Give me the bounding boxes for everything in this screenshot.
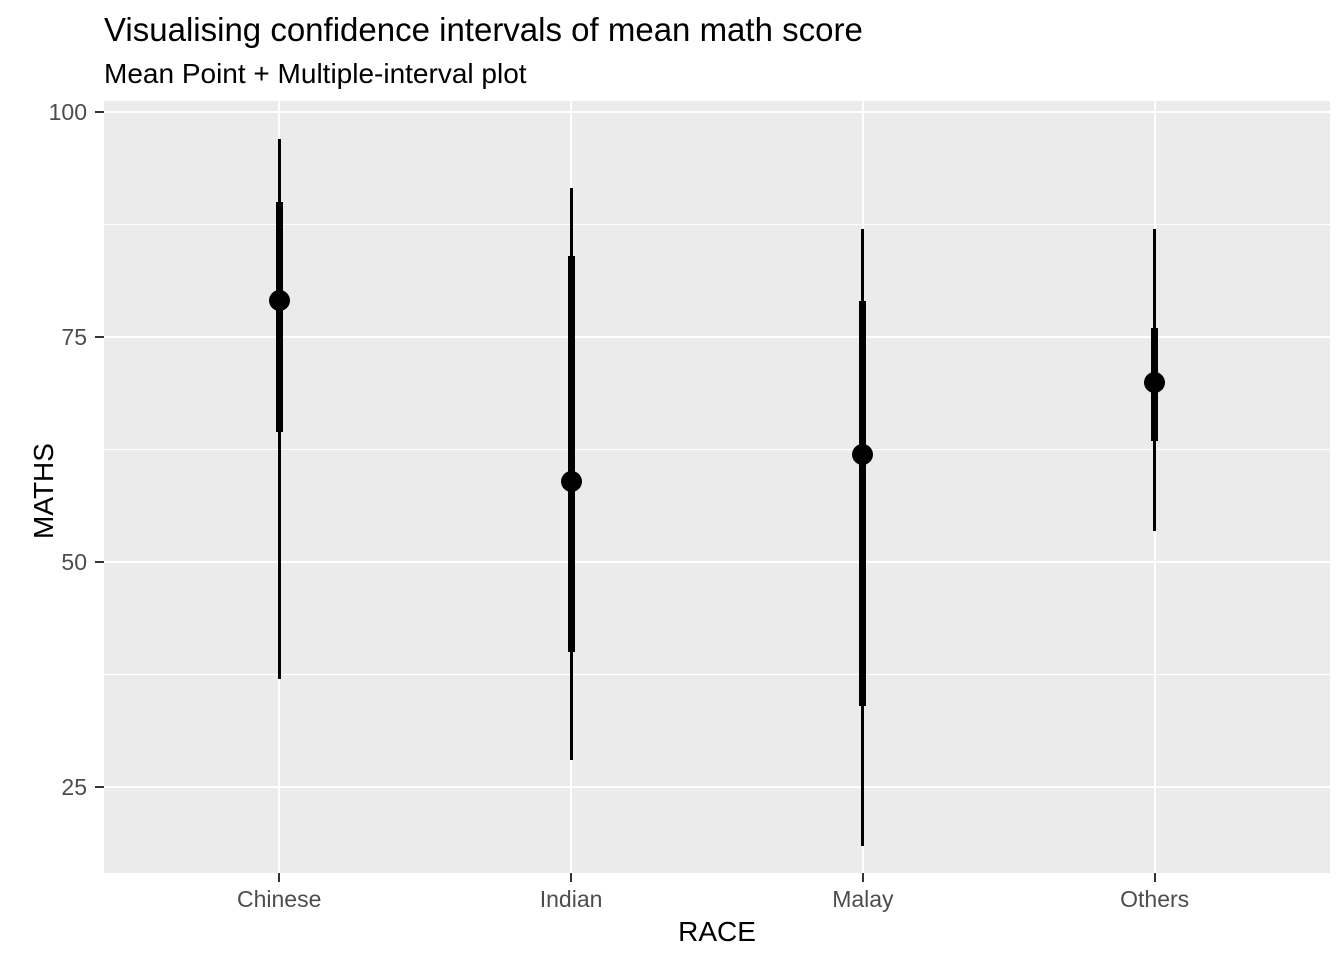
interval-thick-indian xyxy=(567,255,575,653)
gridline-minor-37-5 xyxy=(104,674,1330,676)
gridline-minor-87-5 xyxy=(104,223,1330,225)
mean-point-chinese xyxy=(268,290,290,312)
gridline-major-50 xyxy=(104,561,1330,564)
x-tick-mark-chinese xyxy=(278,873,281,882)
plot-panel xyxy=(104,101,1330,873)
chart-subtitle: Mean Point + Multiple-interval plot xyxy=(104,58,527,89)
gridline-minor-62-5 xyxy=(104,449,1330,451)
x-tick-label-malay: Malay xyxy=(832,886,894,912)
interval-thick-chinese xyxy=(275,201,283,432)
y-tick-label-50: 50 xyxy=(61,549,87,576)
x-tick-mark-malay xyxy=(861,873,864,882)
x-tick-mark-others xyxy=(1153,873,1156,882)
y-axis-title: MATHS xyxy=(28,443,59,539)
y-tick-mark-50 xyxy=(95,561,104,564)
x-tick-mark-indian xyxy=(570,873,573,882)
y-tick-label-25: 25 xyxy=(61,774,87,801)
y-tick-mark-25 xyxy=(95,786,104,789)
y-tick-mark-75 xyxy=(95,336,104,338)
y-tick-label-75: 75 xyxy=(61,324,87,350)
interval-thick-malay xyxy=(859,300,867,707)
mean-point-malay xyxy=(852,443,874,465)
chart-title: Visualising confidence intervals of mean… xyxy=(104,11,863,48)
x-tick-label-others: Others xyxy=(1120,886,1190,912)
gridline-major-25 xyxy=(104,786,1330,789)
x-tick-label-indian: Indian xyxy=(539,886,603,912)
gridline-major-75 xyxy=(104,336,1330,338)
x-axis-title: RACE xyxy=(678,916,756,947)
gridline-major-100 xyxy=(104,110,1330,113)
y-tick-mark-100 xyxy=(95,110,104,113)
mean-point-others xyxy=(1144,371,1166,393)
y-tick-label-100: 100 xyxy=(48,98,87,125)
mean-point-indian xyxy=(560,470,582,492)
x-tick-label-chinese: Chinese xyxy=(236,886,322,912)
